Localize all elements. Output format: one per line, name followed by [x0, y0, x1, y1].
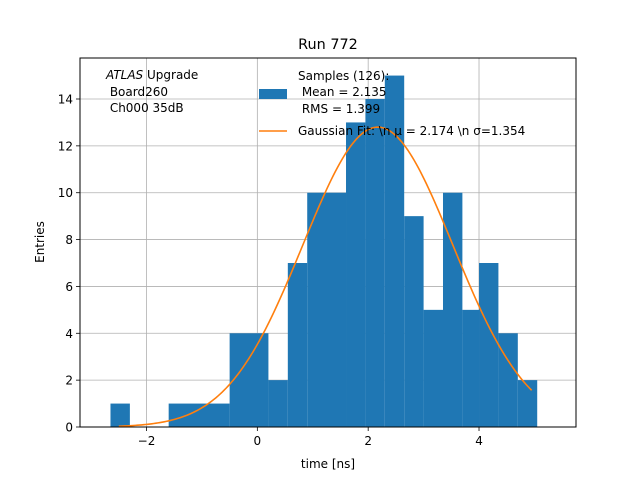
y-tick-label: 2	[65, 374, 73, 388]
histogram-bar	[384, 75, 405, 428]
x-tick-label: 4	[475, 434, 483, 448]
histogram-bar	[268, 380, 288, 427]
histogram-bar	[168, 403, 230, 427]
legend: Samples (126): Mean = 2.135 RMS = 1.399 …	[259, 69, 525, 138]
x-axis-ticks: −2 0 2 4	[138, 427, 483, 448]
y-tick-label: 4	[65, 327, 73, 341]
y-axis-ticks: 0 2 4 6 8 10 12 14	[58, 93, 80, 435]
y-tick-label: 0	[65, 421, 73, 435]
histogram-bar	[517, 380, 538, 427]
annotation-atlas: ATLAS	[105, 68, 144, 82]
annotation-line-2: Board260	[106, 85, 168, 99]
histogram-bar	[365, 99, 385, 427]
y-tick-label: 12	[58, 139, 73, 153]
histogram-bar	[287, 263, 308, 427]
histogram-bar	[442, 192, 463, 427]
y-tick-label: 10	[58, 186, 73, 200]
annotation-line-1: ATLAS Upgrade	[105, 68, 198, 82]
gaussian-fit-curve	[118, 126, 533, 428]
legend-hist-label-line-1: Samples (126):	[298, 69, 389, 83]
legend-hist-label-line-2: Mean = 2.135	[298, 85, 387, 99]
histogram-bar	[498, 333, 518, 427]
plot-frame	[79, 57, 577, 428]
legend-hist-label-line-3: RMS = 1.399	[298, 102, 380, 116]
x-tick-label: 2	[364, 434, 372, 448]
legend-fit-label: Gaussian Fit: \n μ = 2.174 \n σ=1.354	[298, 124, 525, 138]
atlas-annotation: ATLAS Upgrade Board260 Ch000 35dB	[105, 68, 198, 115]
histogram-bar	[423, 309, 443, 427]
histogram-bar	[346, 122, 366, 427]
legend-hist-swatch	[259, 89, 287, 99]
chart-title: Run 772	[298, 37, 358, 53]
annotation-upgrade: Upgrade	[143, 68, 198, 82]
y-tick-label: 14	[58, 93, 73, 107]
x-tick-label: −2	[138, 434, 156, 448]
histogram-bar	[110, 403, 130, 427]
histogram-bar	[307, 192, 347, 427]
histogram-bar	[479, 263, 499, 427]
histogram-bar	[462, 309, 480, 427]
y-axis-label: Entries	[33, 221, 47, 263]
histogram-bar	[404, 216, 424, 427]
x-tick-label: 0	[254, 434, 262, 448]
y-tick-label: 6	[65, 280, 73, 294]
y-tick-label: 8	[65, 233, 73, 247]
annotation-line-3: Ch000 35dB	[106, 101, 184, 115]
x-axis-label: time [ns]	[301, 457, 355, 471]
histogram-bars	[110, 75, 538, 428]
histogram-bar	[229, 333, 269, 427]
